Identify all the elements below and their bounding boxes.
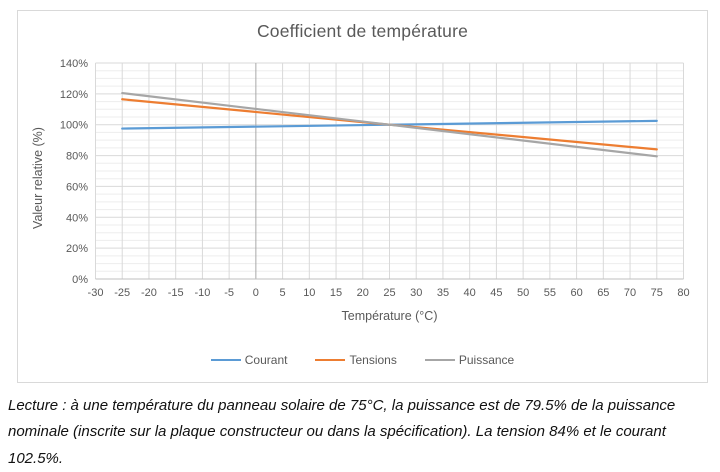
y-tick-label: 20% (66, 243, 88, 255)
x-tick-label: 10 (303, 287, 315, 299)
legend-line-swatch (210, 359, 241, 361)
x-tick-label: 40 (464, 287, 476, 299)
y-tick-label: 120% (60, 89, 88, 101)
x-tick-label: 30 (410, 287, 422, 299)
y-tick-label: 100% (60, 120, 88, 132)
x-tick-label: 35 (437, 287, 449, 299)
legend-item-courant: Courant (210, 353, 288, 367)
legend-line-swatch (315, 359, 346, 361)
y-axis-title: Valeur relative (%) (31, 127, 45, 229)
series-line-puissance (121, 91, 658, 158)
x-tick-label: 75 (651, 287, 663, 299)
x-tick-label: 20 (357, 287, 369, 299)
x-tick-label: 25 (383, 287, 395, 299)
x-tick-label: -20 (141, 287, 157, 299)
x-axis-title: Température (°C) (341, 309, 438, 323)
x-tick-label: 70 (624, 287, 636, 299)
y-tick-label: 80% (66, 151, 88, 163)
figure-caption: Lecture : à une température du panneau s… (8, 397, 676, 467)
y-tick-label: 60% (66, 181, 88, 193)
legend-label: Courant (244, 353, 288, 367)
legend-line-swatch (424, 359, 455, 361)
y-tick-label: 140% (60, 58, 88, 70)
x-tick-label: -25 (114, 287, 130, 299)
x-tick-label: 15 (330, 287, 342, 299)
x-tick-label: 45 (490, 287, 502, 299)
x-tick-label: -5 (224, 287, 234, 299)
x-tick-label: 60 (570, 287, 582, 299)
x-tick-label: 5 (280, 287, 286, 299)
x-tick-label: -10 (194, 287, 210, 299)
x-tick-label: 55 (544, 287, 556, 299)
x-tick-label: -30 (88, 287, 104, 299)
y-tick-label: 0% (72, 274, 88, 286)
x-tick-label: 80 (677, 287, 689, 299)
x-tick-label: -15 (168, 287, 184, 299)
chart-title: Coefficient de température (256, 21, 469, 41)
x-tick-label: 65 (597, 287, 609, 299)
legend-label: Puissance (458, 353, 515, 367)
chart-legend: Courant Tensions Puissance (17, 351, 708, 369)
legend-item-puissance: Puissance (424, 353, 515, 367)
legend-label: Tensions (349, 353, 397, 367)
y-tick-label: 40% (66, 212, 88, 224)
x-tick-label: 50 (517, 287, 529, 299)
legend-item-tensions: Tensions (315, 353, 397, 367)
x-tick-label: 0 (253, 287, 259, 299)
